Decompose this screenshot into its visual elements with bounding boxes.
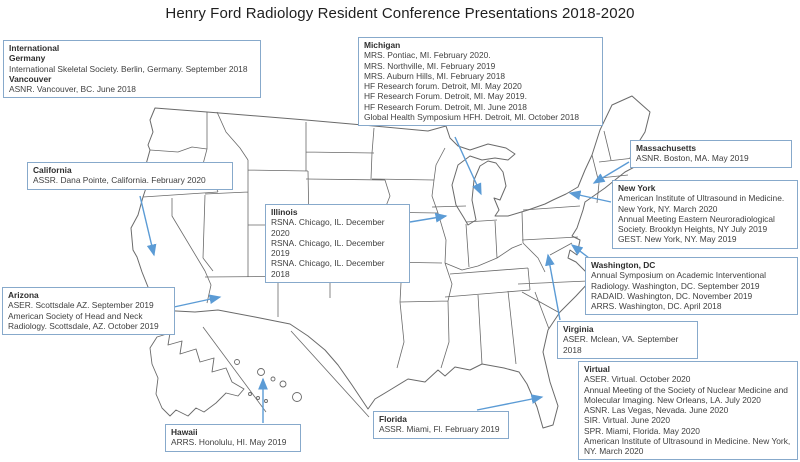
arrow-washington-dc: [570, 244, 590, 259]
callout-line: ASNR. Vancouver, BC. June 2018: [9, 84, 136, 94]
callout-line: GEST. New York, NY. May 2019: [618, 234, 737, 245]
callout-line: RSNA. Chicago, IL. December 2019: [271, 237, 385, 258]
callout-new-york: New York American Institute of Ultrasoun…: [612, 180, 798, 249]
callout-subheader: Vancouver: [9, 73, 52, 84]
callout-line: American Institute of Ultrasound in Medi…: [584, 435, 791, 456]
callout-line: American Society of Head and Neck Radiol…: [8, 310, 159, 331]
us-map-outline: [130, 95, 651, 429]
callout-header: Hawaii: [171, 427, 198, 437]
callout-header: Washington, DC: [591, 260, 656, 270]
callout-california: California ASSR. Dana Pointe, California…: [27, 162, 233, 190]
arrow-arizona: [173, 294, 222, 308]
callout-washington-dc: Washington, DC Annual Symposium on Acade…: [585, 257, 798, 316]
callout-line: International Skeletal Society. Berlin, …: [9, 63, 248, 74]
callout-international: International Germany International Skel…: [3, 40, 261, 99]
callout-line: RADAID. Washington, DC. November 2019: [591, 290, 753, 301]
arrow-michigan: [454, 136, 482, 196]
arrow-virginia: [545, 253, 561, 321]
callout-line: ARRS. Honolulu, HI. May 2019: [171, 437, 287, 448]
aleutian-islands: [248, 392, 268, 403]
callout-subheader: Germany: [9, 53, 46, 64]
hawaii-islands: [234, 359, 302, 402]
callout-line: American Institute of Ultrasound in Medi…: [618, 193, 785, 214]
callout-header: International: [9, 43, 60, 53]
arrow-massachusetts: [592, 161, 630, 184]
callout-line: HF Research Forum. Detroit, MI. June 201…: [364, 101, 527, 112]
inset-divider-right: [290, 330, 370, 418]
callout-line: ARRS. Washington, DC. April 2018: [591, 301, 722, 311]
callout-line: SPR. Miami, Florida. May 2020: [584, 425, 700, 436]
arrow-california: [139, 195, 157, 257]
callout-header: New York: [618, 183, 656, 193]
callout-line: ASER. Scottsdale AZ. September 2019: [8, 300, 154, 311]
callout-virtual: Virtual ASER. Virtual. October 2020 Annu…: [578, 361, 798, 461]
callout-header: Virtual: [584, 364, 610, 374]
callout-line: RSNA. Chicago, IL. December 2020: [271, 217, 385, 238]
arrow-florida: [476, 394, 544, 411]
callout-michigan: Michigan MRS. Pontiac, MI. February 2020…: [358, 37, 603, 126]
callout-header: Massachusetts: [636, 143, 697, 153]
callout-line: ASSR. Dana Pointe, California. February …: [33, 175, 206, 186]
callout-virginia: Virginia ASER. Mclean, VA. September 201…: [557, 321, 698, 359]
callout-line: HF Research Forum. Detroit, MI. May 2019…: [364, 91, 527, 102]
callout-line: ASNR. Las Vegas, Nevada. June 2020: [584, 405, 729, 415]
callout-illinois: Illinois RSNA. Chicago, IL. December 202…: [265, 204, 410, 283]
callout-header: Arizona: [8, 290, 39, 300]
callout-hawaii: Hawaii ARRS. Honolulu, HI. May 2019: [165, 424, 301, 452]
callout-header: Illinois: [271, 207, 298, 217]
arrow-illinois: [409, 212, 448, 223]
callout-line: MRS. Auburn Hills, MI. February 2018: [364, 70, 506, 81]
callout-line: Annual Symposium on Academic Interventio…: [591, 270, 767, 291]
callout-arizona: Arizona ASER. Scottsdale AZ. September 2…: [2, 287, 175, 335]
callout-header: Michigan: [364, 40, 401, 50]
callout-line: MRS. Northville, MI. February 2019: [364, 60, 496, 71]
callout-line: RSNA. Chicago, IL. December 2018: [271, 258, 385, 279]
callout-line: HF Research forum. Detroit, MI. May 2020: [364, 81, 522, 91]
alaska-outline: [149, 332, 245, 417]
callout-florida: Florida ASSR. Miami, Fl. February 2019: [373, 411, 509, 439]
callout-line: ASNR. Boston, MA. May 2019: [636, 153, 749, 164]
callout-header: Virginia: [563, 324, 594, 334]
callout-massachusetts: Massachusetts ASNR. Boston, MA. May 2019: [630, 140, 792, 168]
callout-header: Florida: [379, 414, 407, 424]
callout-line: Annual Meeting Eastern Neuroradiological…: [618, 213, 775, 234]
callout-line: Annual Meeting of the Society of Nuclear…: [584, 384, 788, 405]
callout-line: Global Health Symposium HFH. Detroit, MI…: [364, 111, 580, 122]
callout-line: ASSR. Miami, Fl. February 2019: [379, 424, 500, 435]
arrow-new-york: [568, 190, 612, 203]
inset-divider-left: [202, 326, 267, 413]
callout-line: ASER. Virtual. October 2020: [584, 374, 691, 385]
callout-line: ASER. Mclean, VA. September 2018: [563, 334, 679, 355]
callout-line: SIR. Virtual. June 2020: [584, 415, 670, 426]
page-title: Henry Ford Radiology Resident Conference…: [165, 5, 635, 22]
callout-header: California: [33, 165, 72, 175]
callout-line: MRS. Pontiac, MI. February 2020.: [364, 50, 491, 61]
